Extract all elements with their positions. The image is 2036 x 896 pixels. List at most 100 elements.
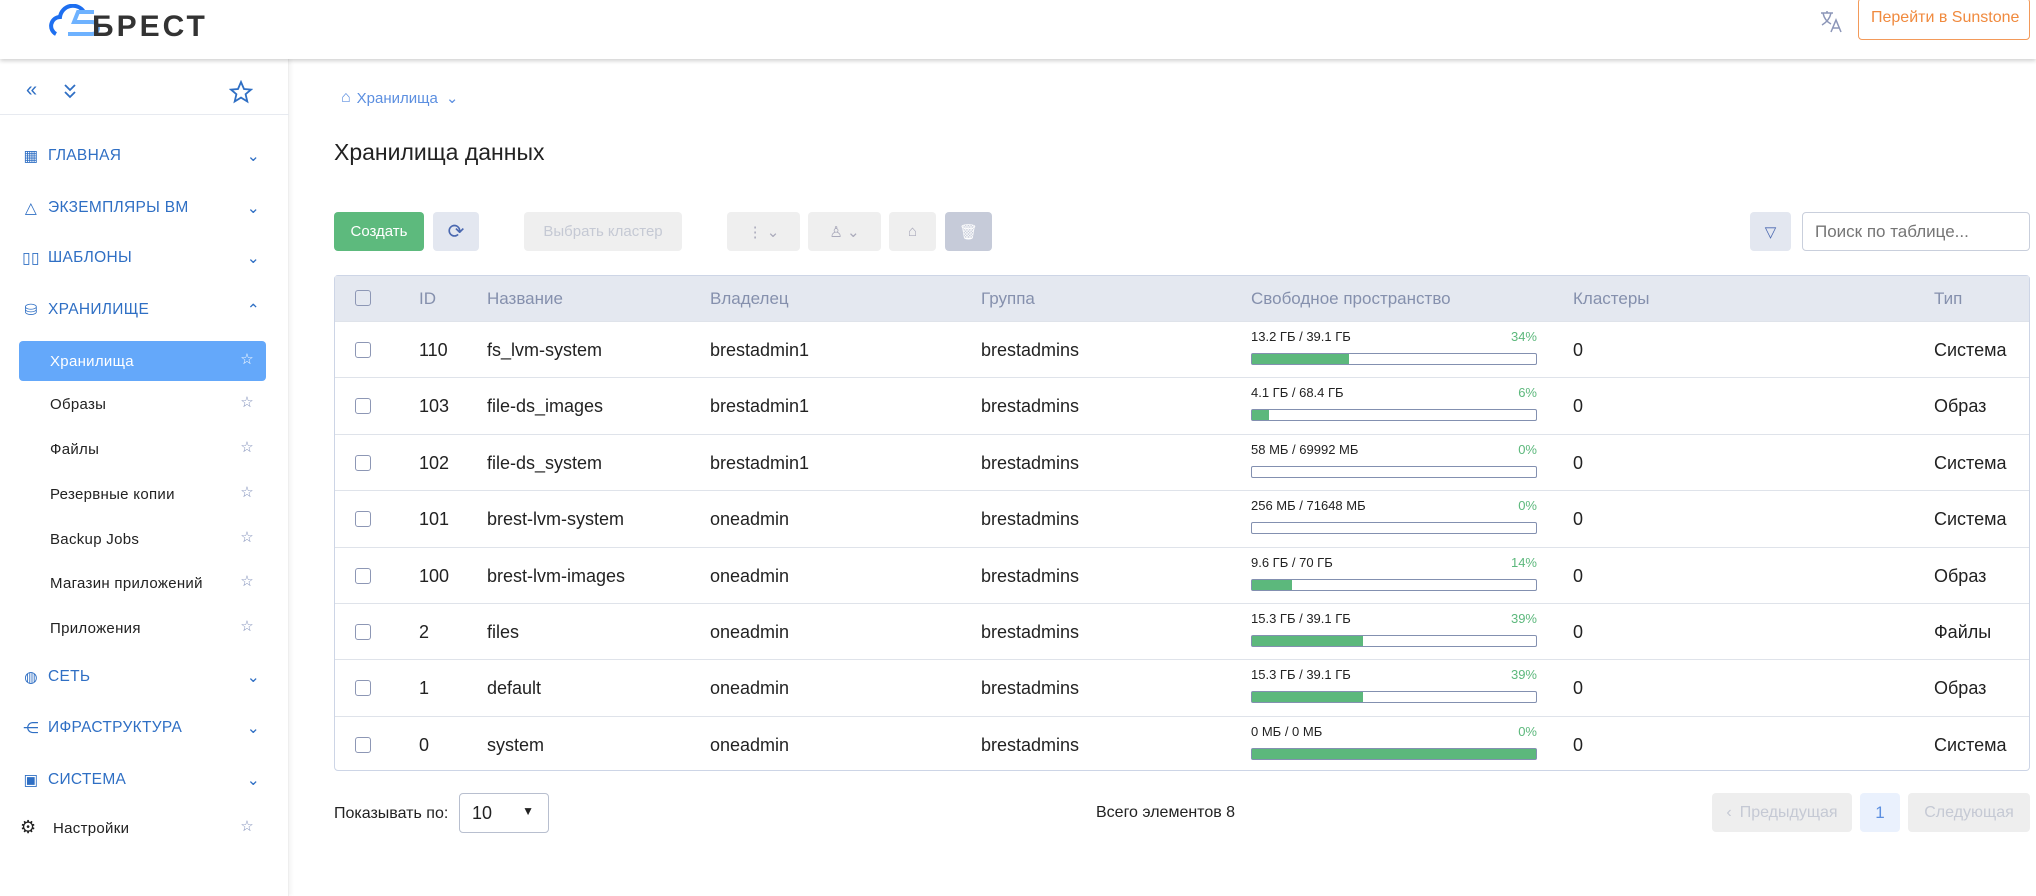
sidebar-section-templates[interactable]: ▯▯ ШАБЛОНЫ ⌄: [20, 243, 260, 273]
previous-page-button[interactable]: ‹ Предыдущая: [1712, 793, 1852, 832]
top-header: БРЕСТ Перейти в Sunstone: [0, 0, 2036, 59]
sidebar-section-infrastructure[interactable]: ⋲ ИФРАСТРУКТУРА ⌄: [20, 713, 260, 743]
row-checkbox[interactable]: [355, 624, 371, 640]
section-label: ИФРАСТРУКТУРА: [48, 719, 183, 736]
column-header-owner[interactable]: Владелец: [710, 289, 789, 308]
sidebar-section-vms[interactable]: △ ЭКЗЕМПЛЯРЫ ВМ ⌄: [20, 193, 260, 223]
collapse-sidebar-icon[interactable]: «: [26, 79, 38, 101]
cell-id: 0: [419, 734, 430, 755]
table-row[interactable]: 110 fs_lvm-system brestadmin1 brestadmin…: [335, 321, 2029, 377]
star-icon[interactable]: ☆: [240, 529, 254, 546]
filter-button[interactable]: ▽: [1750, 212, 1791, 251]
cell-id: 101: [419, 509, 450, 530]
breadcrumb[interactable]: ⌂ Хранилища ⌄: [341, 89, 458, 107]
cell-group: brestadmins: [981, 340, 1080, 360]
column-header-group[interactable]: Группа: [981, 289, 1035, 308]
free-space-percent: 0%: [1518, 498, 1537, 514]
sidebar-section-main[interactable]: ▦ ГЛАВНАЯ ⌄: [20, 141, 260, 171]
cell-owner: oneadmin: [710, 565, 790, 586]
star-icon[interactable]: ☆: [240, 618, 254, 635]
chevron-down-icon: ⌄: [246, 249, 260, 267]
row-checkbox[interactable]: [355, 342, 371, 358]
column-header-clusters[interactable]: Кластеры: [1573, 289, 1650, 308]
cell-type: Образ: [1934, 396, 1987, 417]
next-page-button[interactable]: Следующая: [1908, 793, 2030, 832]
column-header-type[interactable]: Тип: [1934, 289, 1963, 308]
brest-logo-icon: [49, 4, 100, 36]
column-header-id[interactable]: ID: [419, 289, 436, 308]
caret-down-icon: ▼: [522, 804, 534, 818]
star-icon[interactable]: ☆: [240, 573, 254, 590]
sidebar-item-backup-jobs[interactable]: Backup Jobs ☆: [19, 519, 266, 559]
cell-name: file-ds_system: [487, 452, 603, 473]
column-header-name[interactable]: Название: [487, 289, 563, 308]
sidebar-section-system[interactable]: ▣ СИСТЕМА ⌄: [20, 765, 260, 795]
sidebar-item-images[interactable]: Образы ☆: [19, 384, 266, 424]
cell-group: brestadmins: [981, 622, 1080, 642]
expand-all-icon[interactable]: [63, 83, 77, 99]
select-cluster-button[interactable]: Выбрать кластер: [524, 212, 682, 251]
labels-button[interactable]: ⌂: [889, 212, 936, 251]
sidebar-section-storage[interactable]: ⛁ ХРАНИЛИЩЕ ⌃: [20, 295, 260, 325]
breadcrumb-label: Хранилища: [356, 89, 438, 107]
row-checkbox[interactable]: [355, 680, 371, 697]
star-icon[interactable]: ☆: [240, 351, 254, 368]
cell-type: Система: [1934, 734, 2007, 755]
free-space-bar-fill: [1252, 354, 1349, 364]
sidebar: « ▦ ГЛАВНАЯ ⌄ △ ЭКЗЕМПЛЯРЫ ВМ ⌄ ▯▯ ШАБЛОНЫ ⌄ ⛁…: [0, 59, 289, 896]
star-icon[interactable]: ☆: [240, 394, 254, 411]
section-label: ХРАНИЛИЩЕ: [48, 301, 150, 318]
cell-owner: brestadmin1: [710, 340, 810, 360]
table-row[interactable]: 0 system oneadmin brestadmins 0 МБ / 0 М…: [335, 715, 2029, 772]
favorites-star-icon[interactable]: [229, 80, 253, 104]
table-row[interactable]: 1 default oneadmin brestadmins 15.3 ГБ /…: [335, 659, 2029, 715]
sidebar-item-files[interactable]: Файлы ☆: [19, 429, 266, 469]
star-icon[interactable]: ☆: [240, 484, 254, 501]
row-checkbox[interactable]: [355, 454, 371, 471]
page-size-select[interactable]: 10 ▼: [459, 793, 549, 833]
sidebar-item-marketplaces[interactable]: Магазин приложений ☆: [19, 563, 266, 603]
page-title: Хранилища данных: [334, 139, 545, 165]
create-button[interactable]: Создать: [334, 212, 424, 251]
refresh-button[interactable]: ⟳: [433, 212, 479, 251]
ownership-menu-button[interactable]: ♙ ⌄: [808, 212, 881, 251]
free-space-bar: [1251, 409, 1537, 422]
free-space-text: 256 МБ / 71648 МБ: [1251, 498, 1366, 514]
sidebar-item-backups[interactable]: Резервные копии ☆: [19, 474, 266, 514]
sidebar-item-datastores[interactable]: Хранилища ☆: [19, 341, 266, 381]
table-row[interactable]: 101 brest-lvm-system oneadmin brestadmin…: [335, 490, 2029, 546]
item-label: Backup Jobs: [50, 530, 140, 548]
cell-owner: brestadmin1: [710, 452, 810, 473]
translate-icon[interactable]: [1818, 8, 1844, 34]
dashboard-icon: ▦: [23, 147, 39, 165]
filter-icon: ▽: [1764, 223, 1777, 241]
row-checkbox[interactable]: [355, 567, 371, 584]
delete-button[interactable]: 🗑: [945, 212, 992, 251]
cell-name: brest-lvm-images: [487, 565, 626, 586]
table-row[interactable]: 102 file-ds_system brestadmin1 brestadmi…: [335, 433, 2029, 490]
cell-clusters: 0: [1573, 396, 1584, 417]
chip-icon: ▣: [23, 771, 39, 789]
table-header: ID Название Владелец Группа Свободное пр…: [335, 276, 2029, 321]
go-to-sunstone-button[interactable]: Перейти в Sunstone: [1858, 0, 2030, 40]
row-checkbox[interactable]: [355, 736, 371, 753]
select-all-checkbox[interactable]: [355, 290, 371, 306]
row-checkbox[interactable]: [355, 398, 371, 415]
sidebar-section-network[interactable]: ◍ СЕТЬ ⌄: [20, 662, 260, 692]
refresh-icon: ⟳: [447, 221, 465, 243]
free-space-text: 15.3 ГБ / 39.1 ГБ: [1251, 611, 1351, 626]
page-1-button[interactable]: 1: [1860, 793, 1900, 832]
star-icon[interactable]: ☆: [240, 818, 254, 835]
free-space-bar: [1251, 522, 1537, 535]
table-row[interactable]: 100 brest-lvm-images oneadmin brestadmin…: [335, 546, 2029, 603]
table-row[interactable]: 2 files oneadmin brestadmins 15.3 ГБ / 3…: [335, 603, 2029, 659]
sidebar-item-apps[interactable]: Приложения ☆: [19, 608, 266, 648]
column-header-free-space[interactable]: Свободное пространство: [1251, 289, 1451, 308]
actions-menu-button[interactable]: ⋮ ⌄: [727, 212, 800, 251]
table-row[interactable]: 103 file-ds_images brestadmin1 brestadmi…: [335, 377, 2029, 433]
search-input[interactable]: [1802, 212, 2030, 251]
sidebar-item-settings[interactable]: ⚙ Настройки ☆: [20, 808, 267, 848]
cell-type: Файлы: [1934, 622, 1992, 642]
row-checkbox[interactable]: [355, 511, 371, 528]
star-icon[interactable]: ☆: [240, 439, 254, 456]
